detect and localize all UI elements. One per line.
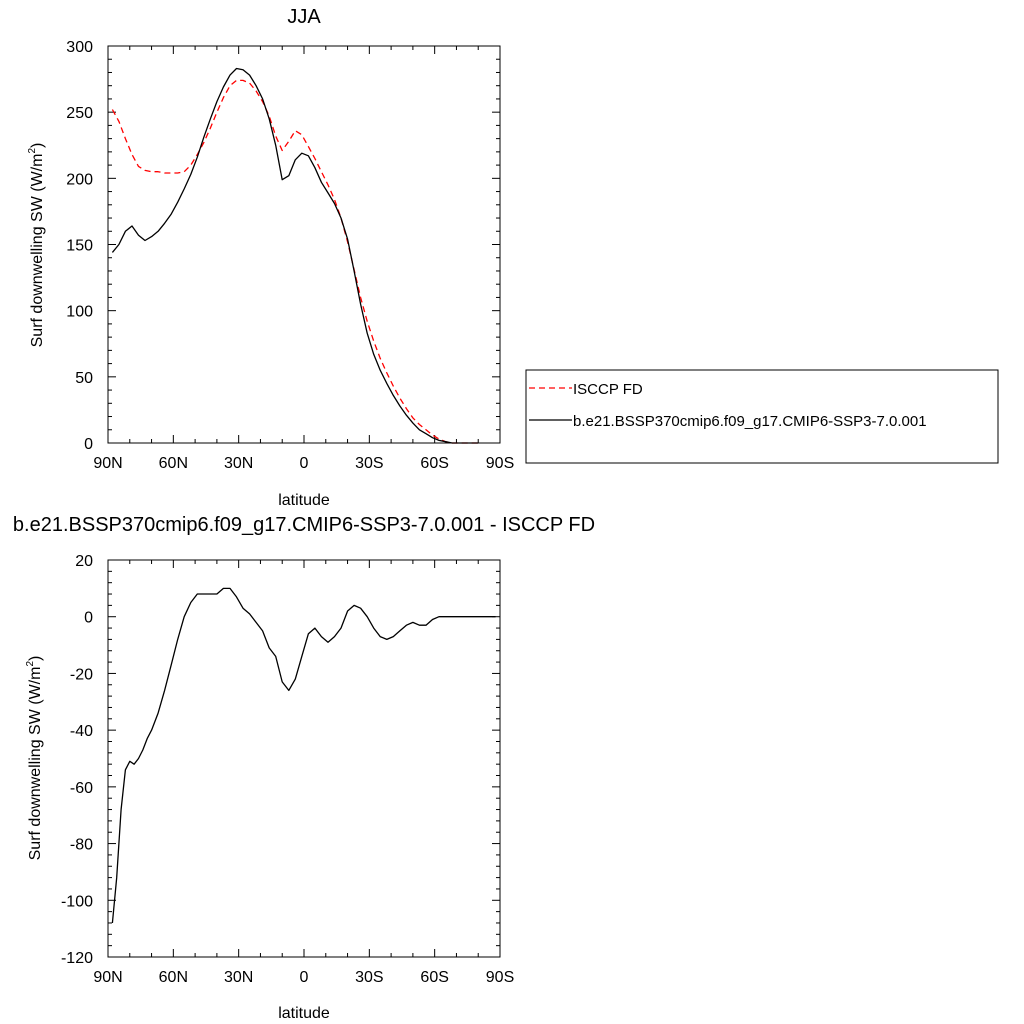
top-x-tick-label: 60S: [420, 455, 448, 472]
top-y-tick-label: 100: [66, 304, 93, 321]
bottom-y-tick-label: -60: [70, 780, 93, 797]
top-y-tick-label: 50: [75, 370, 93, 387]
legend: ISCCP FD b.e21.BSSP370cmip6.f09_g17.CMIP…: [525, 369, 999, 464]
legend-box: [525, 369, 999, 464]
bottom-chart-panel: b.e21.BSSP370cmip6.f09_g17.CMIP6-SSP3-7.…: [13, 514, 595, 1022]
top-x-axis-label: latitude: [278, 492, 330, 509]
bottom-x-tick-label: 60N: [159, 969, 188, 986]
top-plot-frame: [107, 45, 501, 444]
top-chart-title: JJA: [287, 6, 321, 28]
top-chart-panel: JJA 90N 60N 30N 0 30S 60S 90S 0 50 100 150 200 250 30…: [27, 6, 514, 509]
top-y-tick-label: 150: [66, 238, 93, 255]
bottom-y-tick-label: -80: [70, 837, 93, 854]
bottom-x-tick-label: 30N: [224, 969, 253, 986]
bottom-y-tick-label: 0: [84, 610, 93, 627]
bottom-x-tick-label: 90S: [486, 969, 514, 986]
top-x-tick-label: 30S: [355, 455, 383, 472]
top-x-tick-label: 90S: [486, 455, 514, 472]
bottom-x-tick-label: 60S: [420, 969, 448, 986]
top-y-tick-label: 0: [84, 436, 93, 453]
top-series-line-1: [111, 67, 479, 444]
bottom-y-axis-label: Surf downwelling SW (W/m2): [25, 656, 44, 861]
bottom-y-tick-label: -40: [70, 723, 93, 740]
bottom-x-tick-label: 30S: [355, 969, 383, 986]
bottom-chart-title: b.e21.BSSP370cmip6.f09_g17.CMIP6-SSP3-7.…: [13, 514, 595, 536]
bottom-x-tick-label: 0: [300, 969, 309, 986]
legend-label-model: b.e21.BSSP370cmip6.f09_g17.CMIP6-SSP3-7.…: [573, 413, 927, 430]
bottom-x-axis-label: latitude: [278, 1005, 330, 1022]
legend-label-isccp-fd: ISCCP FD: [573, 381, 643, 398]
top-y-axis-label: Surf downwelling SW (W/m2): [27, 143, 46, 348]
top-y-tick-label: 250: [66, 105, 93, 122]
bottom-y-tick-label: -100: [61, 893, 93, 910]
bottom-series-line-0: [111, 587, 496, 924]
top-series-line-0: [111, 79, 479, 444]
top-y-tick-label: 200: [66, 171, 93, 188]
top-x-tick-label: 90N: [93, 455, 122, 472]
top-x-tick-label: 0: [300, 455, 309, 472]
bottom-y-tick-label: -20: [70, 666, 93, 683]
top-x-tick-label: 60N: [159, 455, 188, 472]
top-y-tick-label: 300: [66, 39, 93, 56]
bottom-y-tick-label: 20: [75, 553, 93, 570]
bottom-y-tick-label: -120: [61, 950, 93, 967]
top-x-tick-label: 30N: [224, 455, 253, 472]
bottom-x-tick-label: 90N: [93, 969, 122, 986]
bottom-plot-frame: [107, 559, 501, 958]
